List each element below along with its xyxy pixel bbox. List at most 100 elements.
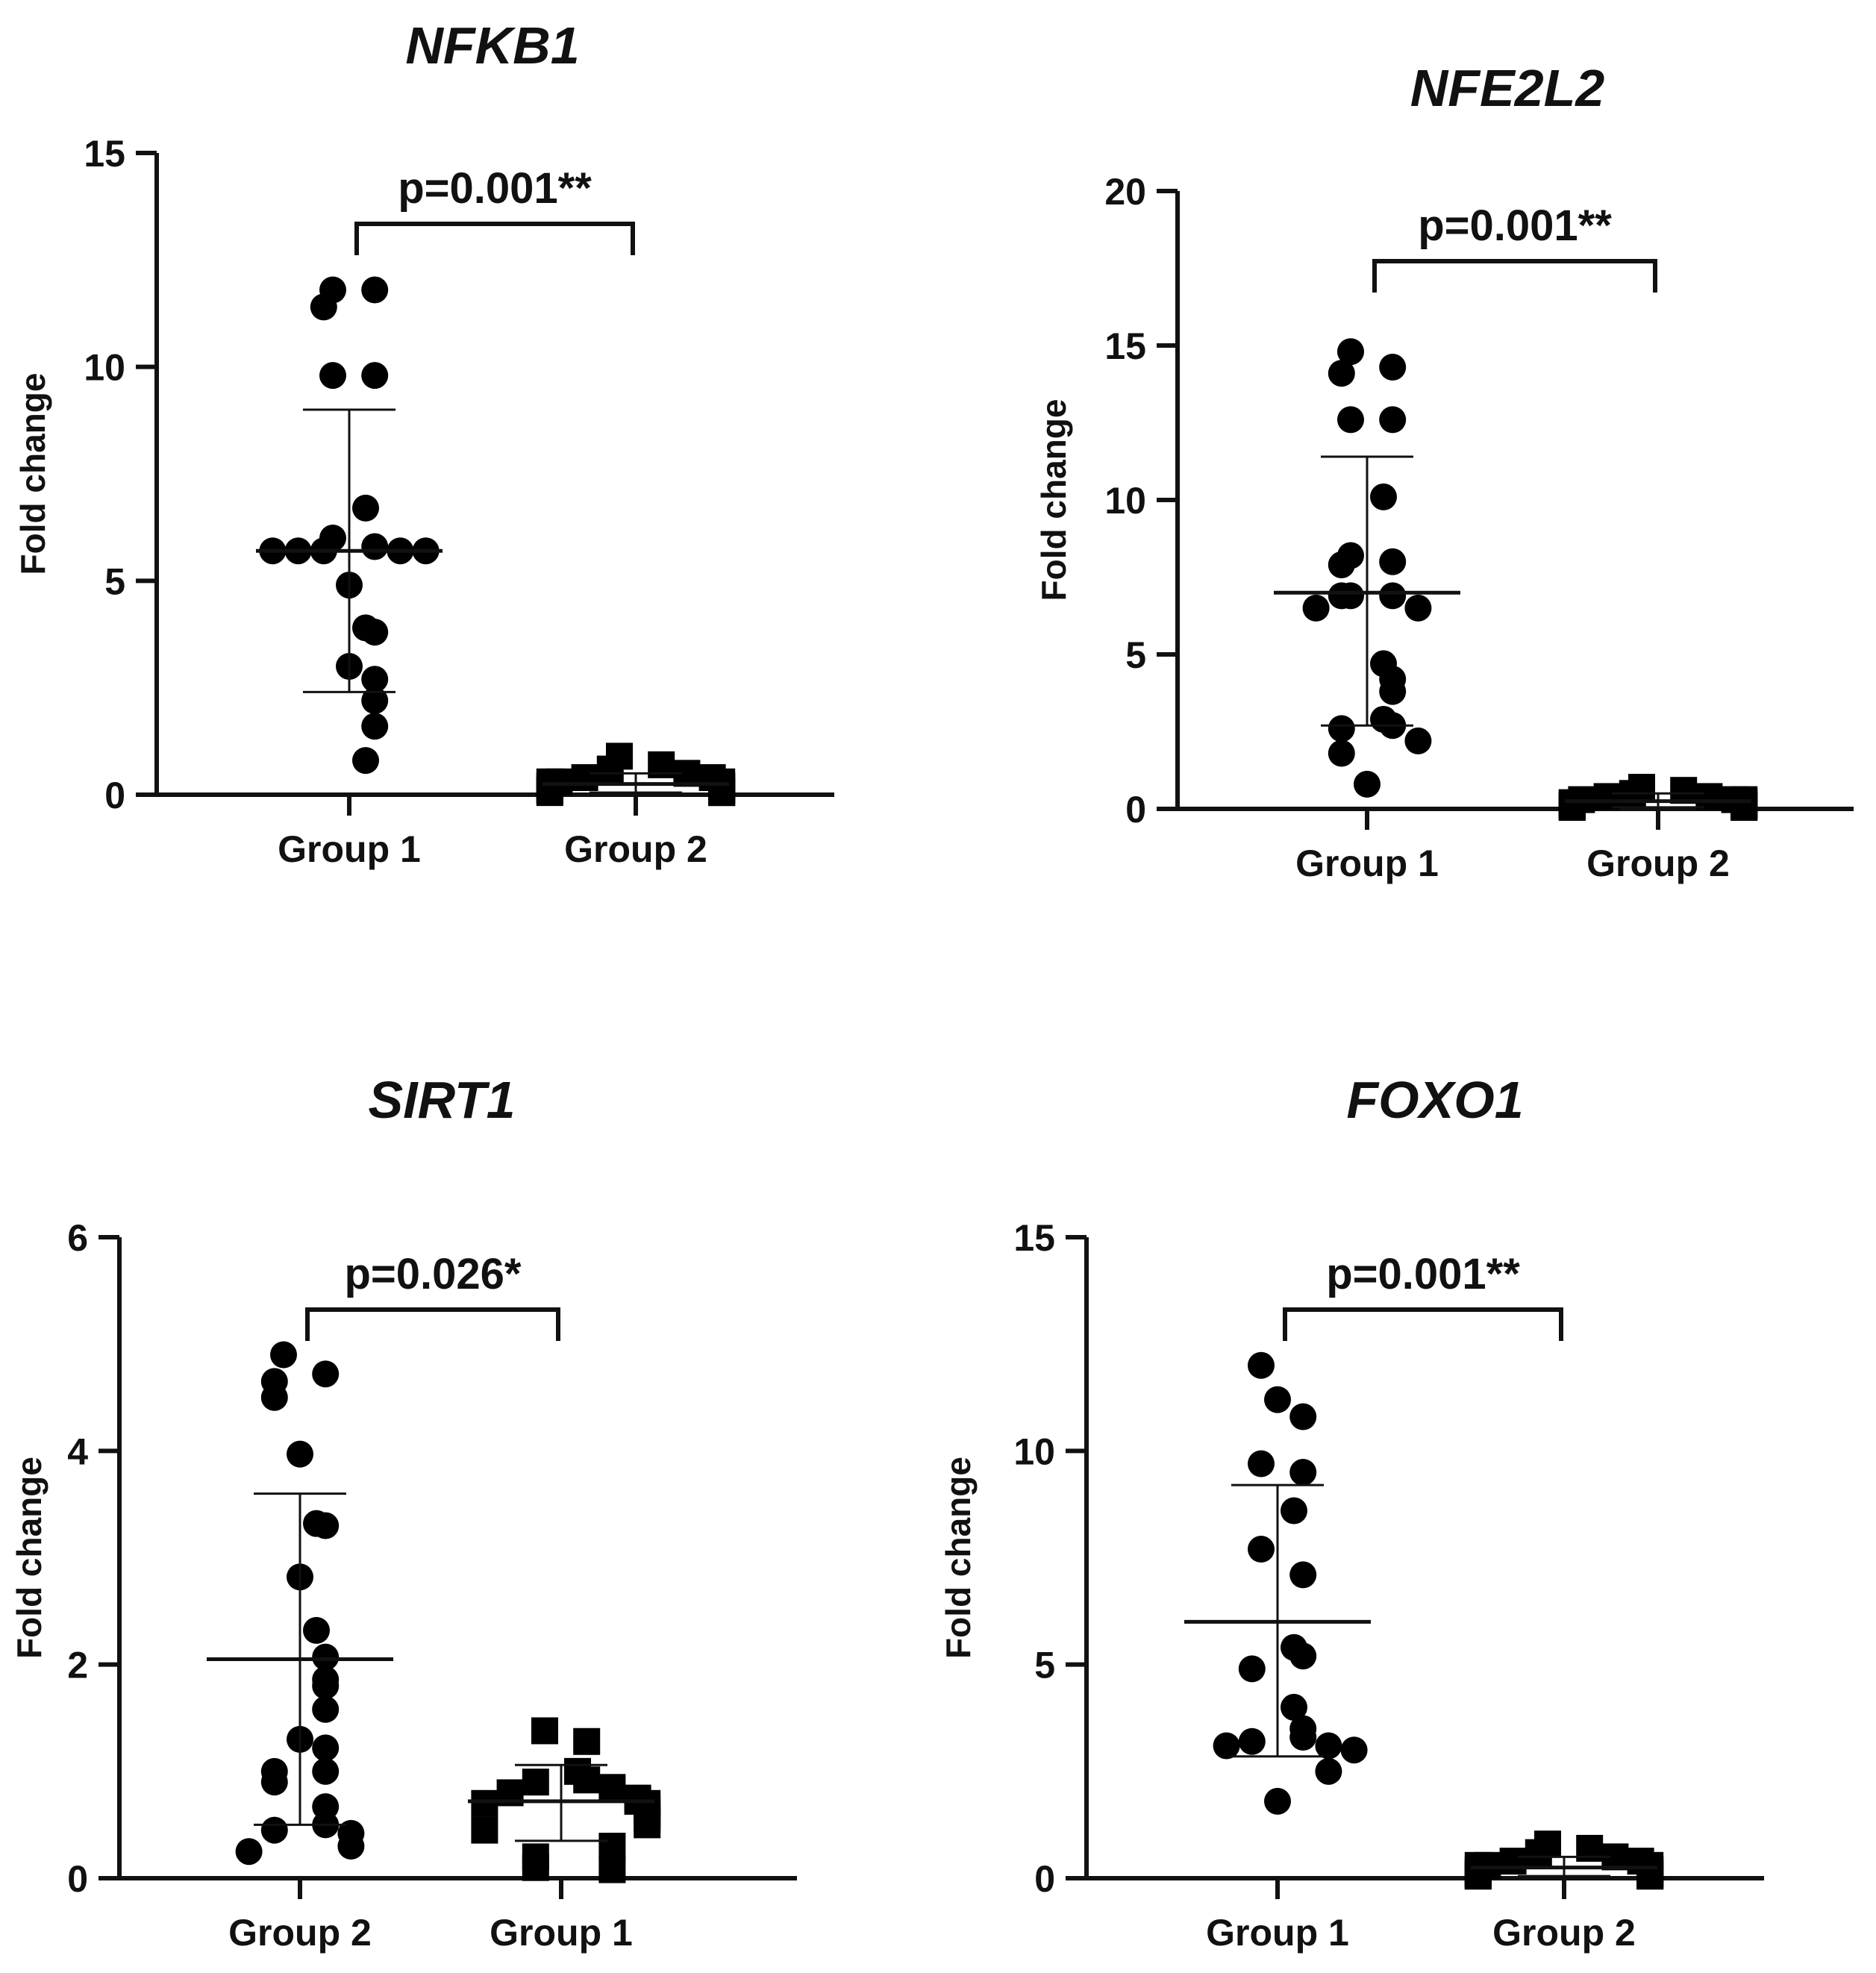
sirt1-group-2-point (270, 1341, 297, 1369)
nfe2l2-group-1-point (1379, 678, 1407, 705)
sirt1-group-2-point (303, 1616, 330, 1644)
sirt1-group-1-point (634, 1811, 661, 1839)
sirt1-group-2-point (312, 1672, 340, 1700)
sirt1-group-1-point (522, 1769, 549, 1796)
foxo1-group-1-point (1315, 1732, 1342, 1760)
nfkb1-group-1-point (361, 276, 389, 304)
nfe2l2-group-1-point (1370, 483, 1397, 510)
nfkb1-x-tick-label: Group 1 (278, 828, 421, 870)
sirt1-group-2-point (312, 1734, 340, 1762)
nfkb1-y-tick-label: 15 (84, 133, 125, 175)
sirt1-significance-bracket (305, 1307, 560, 1341)
nfkb1-y-tick-label: 10 (84, 347, 125, 389)
nfe2l2-group-1-point (1328, 740, 1355, 767)
foxo1-group-1-point (1248, 1351, 1275, 1379)
foxo1-group-1-point (1289, 1458, 1317, 1486)
foxo1-group-1-point (1213, 1732, 1240, 1760)
nfkb1-group-2-point (571, 764, 598, 792)
nfe2l2-panel: NFE2L2 Fold change 0 5 10 15 20 Group 1 Group 2 p… (1034, 59, 1854, 884)
sirt1-group-2-point (260, 1769, 288, 1796)
nfe2l2-group-1-point (1302, 594, 1330, 622)
sirt1-p-value: p=0.026* (344, 1250, 521, 1298)
nfe2l2-group-1-point (1337, 338, 1364, 366)
sirt1-y-tick-label: 2 (67, 1645, 88, 1686)
sirt1-group-2-point (312, 1757, 340, 1785)
nfe2l2-group-1-point (1379, 406, 1407, 434)
sirt1-group-2-point (235, 1838, 263, 1866)
nfkb1-y-tick-label: 5 (104, 560, 125, 602)
sirt1-group-2-point (337, 1833, 365, 1860)
sirt1-y-tick-label: 4 (67, 1430, 88, 1472)
nfe2l2-group-1-point (1379, 582, 1407, 610)
foxo1-significance-bracket (1283, 1307, 1563, 1341)
nfe2l2-y-tick-label: 5 (1125, 634, 1146, 676)
sirt1-group-2-point (312, 1360, 340, 1388)
foxo1-group-1-point (1315, 1757, 1342, 1785)
nfe2l2-y-tick-label: 20 (1104, 171, 1146, 213)
nfkb1-group-1-point (310, 293, 337, 321)
nfe2l2-title: NFE2L2 (1410, 59, 1605, 117)
foxo1-group-2-point (1525, 1839, 1552, 1866)
foxo1-x-tick-label: Group 2 (1492, 1912, 1636, 1954)
nfe2l2-group-1-point (1328, 360, 1355, 387)
nfkb1-x-tick-label: Group 2 (564, 828, 707, 870)
foxo1-title: FOXO1 (1346, 1071, 1523, 1129)
nfkb1-group-1-point (361, 666, 389, 693)
nfe2l2-group-1-point (1328, 582, 1355, 610)
nfe2l2-group-2-point (1593, 783, 1621, 810)
nfe2l2-group-1-point (1379, 353, 1407, 381)
nfkb1-group-1-point (361, 533, 389, 560)
nfkb1-group-1-point (361, 713, 389, 740)
foxo1-y-tick-label: 0 (1034, 1858, 1055, 1900)
sirt1-group-1-point (598, 1833, 626, 1860)
foxo1-group-1-point (1238, 1727, 1266, 1755)
sirt1-group-2-point (287, 1440, 313, 1468)
sirt1-y-tick-label: 0 (67, 1858, 88, 1900)
sirt1-x-tick-label: Group 2 (228, 1912, 372, 1954)
sirt1-group-1-point (471, 1816, 498, 1844)
foxo1-p-value: p=0.001** (1326, 1250, 1520, 1298)
sirt1-group-2-point (312, 1512, 340, 1539)
nfkb1-y-tick-label: 0 (104, 775, 125, 816)
foxo1-x-tick-label: Group 1 (1206, 1912, 1349, 1954)
foxo1-y-tick-label: 5 (1034, 1645, 1055, 1686)
sirt1-panel: SIRT1 Fold change 0 2 4 6 Group 2 Group 1 p=0.02… (10, 1071, 797, 1954)
nfkb1-group-1-point (319, 362, 346, 390)
nfe2l2-group-1-point (1404, 594, 1432, 622)
nfkb1-title: NFKB1 (405, 16, 579, 75)
foxo1-group-1-point (1281, 1497, 1307, 1525)
foxo1-group-1-point (1248, 1536, 1275, 1563)
nfe2l2-group-1-point (1337, 406, 1364, 434)
nfe2l2-group-1-point (1354, 770, 1381, 798)
foxo1-y-tick-label: 10 (1013, 1430, 1055, 1472)
foxo1-group-1-point (1248, 1450, 1275, 1478)
sirt1-group-2-point (260, 1383, 288, 1411)
sirt1-title: SIRT1 (368, 1071, 515, 1129)
sirt1-group-1-point (598, 1856, 626, 1883)
sirt1-group-2-point (260, 1816, 288, 1844)
sirt1-y-tick-label: 6 (67, 1217, 88, 1259)
nfe2l2-y-axis-label: Fold change (1034, 399, 1073, 601)
sirt1-group-1-point (531, 1717, 558, 1745)
nfe2l2-group-1-point (1328, 715, 1355, 742)
nfkb1-panel: NFKB1 Fold change 0 5 10 15 Group 1 Group 2 p=0.… (13, 16, 834, 870)
sirt1-group-2-point (312, 1643, 340, 1671)
foxo1-y-axis-label: Fold change (939, 1457, 978, 1659)
nfe2l2-group-1-point (1328, 551, 1355, 578)
sirt1-group-1-point (471, 1789, 498, 1817)
nfe2l2-y-tick-label: 10 (1104, 480, 1146, 522)
foxo1-group-1-point (1289, 1642, 1317, 1670)
foxo1-y-tick-label: 15 (1013, 1217, 1055, 1259)
nfe2l2-p-value: p=0.001** (1418, 201, 1612, 250)
nfkb1-group-1-point (352, 747, 379, 775)
foxo1-group-1-point (1340, 1736, 1368, 1764)
sirt1-group-1-point (598, 1774, 626, 1801)
nfe2l2-y-tick-label: 0 (1125, 789, 1146, 831)
nfe2l2-group-1-point (1379, 548, 1407, 575)
nfkb1-group-2-point (596, 755, 624, 783)
foxo1-group-1-point (1281, 1693, 1307, 1721)
sirt1-group-1-point (522, 1854, 549, 1881)
sirt1-group-2-point (312, 1695, 340, 1723)
foxo1-group-1-point (1238, 1655, 1266, 1683)
nfkb1-significance-bracket (354, 222, 635, 255)
